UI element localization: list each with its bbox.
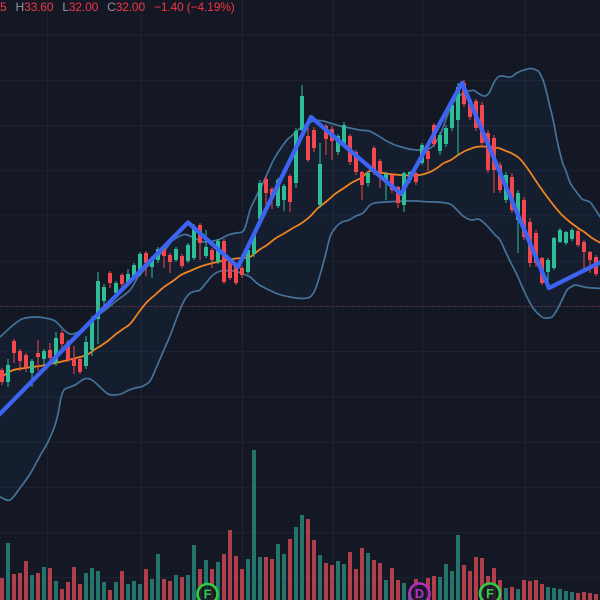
svg-text:D: D [415, 587, 424, 600]
svg-text:F: F [486, 587, 494, 600]
svg-text:F: F [204, 588, 212, 600]
